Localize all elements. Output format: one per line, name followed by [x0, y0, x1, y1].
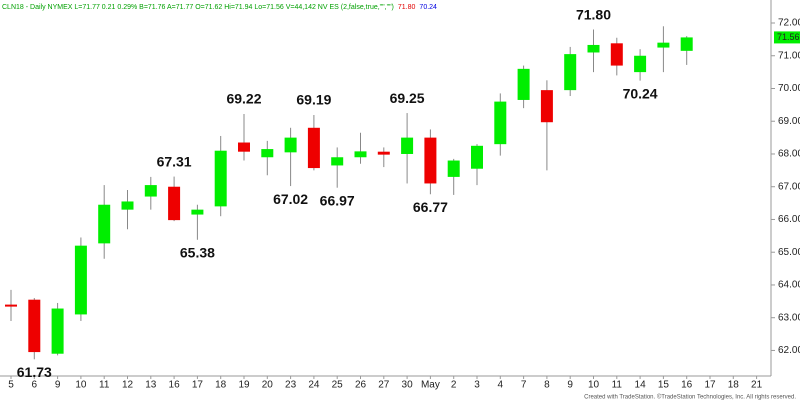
- y-tick-label: 71.00: [778, 50, 800, 61]
- candle-body: [634, 55, 647, 73]
- x-tick-label: 16: [169, 380, 181, 391]
- candle-body: [494, 101, 507, 145]
- y-tick-label: 63.00: [778, 312, 800, 323]
- x-tick-label: 30: [402, 380, 414, 391]
- candle-body: [377, 151, 390, 155]
- candle-body: [214, 150, 227, 207]
- x-tick-label: 11: [99, 380, 110, 391]
- annotation: 69.22: [226, 91, 261, 107]
- x-tick-label: 11: [612, 380, 623, 391]
- header-part: 71.80: [398, 4, 416, 11]
- candle-body: [331, 157, 344, 166]
- x-tick-label: 6: [32, 380, 38, 391]
- x-tick-label: 26: [355, 380, 367, 391]
- x-tick-label: 8: [544, 380, 550, 391]
- x-tick-label: 27: [378, 380, 390, 391]
- candle-body: [517, 68, 530, 100]
- y-tick-label: 64.00: [778, 280, 800, 291]
- candle-body: [424, 137, 437, 184]
- y-tick-label: 72.00: [778, 18, 800, 29]
- x-tick-label: 10: [75, 380, 87, 391]
- x-tick-label: 14: [635, 380, 647, 391]
- annotation: 69.25: [390, 90, 425, 106]
- candle-body: [74, 245, 87, 315]
- annotation: 66.77: [413, 199, 448, 215]
- candle-body: [610, 43, 623, 66]
- candle-body: [51, 308, 64, 354]
- x-tick-label: 18: [215, 380, 227, 391]
- x-tick-label: 3: [474, 380, 480, 391]
- x-tick-label: 13: [145, 380, 157, 391]
- candle-body: [284, 137, 297, 153]
- candle-body: [191, 209, 204, 215]
- candle-body: [447, 160, 460, 177]
- x-tick-label: 2: [451, 380, 457, 391]
- candle-body: [354, 151, 367, 158]
- candle-body: [587, 44, 600, 53]
- candle-body: [5, 304, 17, 307]
- x-tick-label: 5: [8, 380, 14, 391]
- y-tick-label: 69.00: [778, 116, 800, 127]
- x-tick-label: 21: [751, 380, 763, 391]
- footer: Created with TradeStation. ©TradeStation…: [584, 394, 796, 401]
- x-tick-label: 12: [122, 380, 134, 391]
- candle-body: [28, 299, 41, 353]
- x-tick-label: 20: [262, 380, 274, 391]
- x-tick-label: 10: [588, 380, 600, 391]
- candle-body: [307, 127, 320, 169]
- candle-body: [540, 90, 553, 123]
- candle-body: [121, 201, 134, 210]
- x-tick-label: May: [421, 380, 440, 391]
- candle-body: [144, 185, 157, 197]
- x-tick-label: 18: [728, 380, 740, 391]
- x-tick-label: 17: [704, 380, 716, 391]
- annotation: 66.97: [320, 192, 355, 208]
- y-tick-label: 62.00: [778, 345, 800, 356]
- x-tick-label: 24: [308, 380, 320, 391]
- y-tick-label: 67.00: [778, 181, 800, 192]
- y-tick-label: 68.00: [778, 149, 800, 160]
- header-part: 70.24: [419, 4, 437, 11]
- candle-body: [238, 142, 250, 152]
- x-tick-label: 16: [681, 380, 693, 391]
- last-price-label: 71.56: [777, 32, 800, 42]
- candle-body: [564, 54, 577, 91]
- x-tick-label: 23: [285, 380, 297, 391]
- candle-body: [657, 42, 670, 48]
- last-price-box: [774, 31, 800, 44]
- x-tick-label: 17: [192, 380, 204, 391]
- annotation: 69.19: [296, 92, 331, 108]
- y-tick-label: 65.00: [778, 247, 800, 258]
- annotation: 71.80: [576, 6, 611, 22]
- x-tick-label: 7: [521, 380, 527, 391]
- x-tick-label: 19: [238, 380, 250, 391]
- header: CLN18 - Daily NYMEX L=71.77 0.21 0.29% B…: [2, 4, 437, 11]
- candle-body: [98, 204, 111, 244]
- x-tick-label: 25: [332, 380, 344, 391]
- annotation: 65.38: [180, 244, 215, 260]
- x-tick-label: 4: [498, 380, 504, 391]
- x-tick-label: 9: [567, 380, 573, 391]
- candle-body: [168, 186, 181, 221]
- candle-body: [680, 37, 693, 51]
- annotation: 67.31: [157, 153, 192, 169]
- candle-body: [261, 149, 274, 158]
- y-tick-label: 66.00: [778, 214, 800, 225]
- y-tick-label: 70.00: [778, 83, 800, 94]
- annotation: 61.73: [17, 364, 52, 380]
- annotation: 67.02: [273, 191, 308, 207]
- x-tick-label: 15: [658, 380, 670, 391]
- candle-body: [471, 145, 483, 169]
- header-part: CLN18 - Daily NYMEX L=71.77 0.21 0.29% B…: [2, 4, 394, 11]
- annotation: 70.24: [623, 85, 658, 101]
- candle-body: [401, 137, 414, 154]
- x-tick-label: 9: [55, 380, 61, 391]
